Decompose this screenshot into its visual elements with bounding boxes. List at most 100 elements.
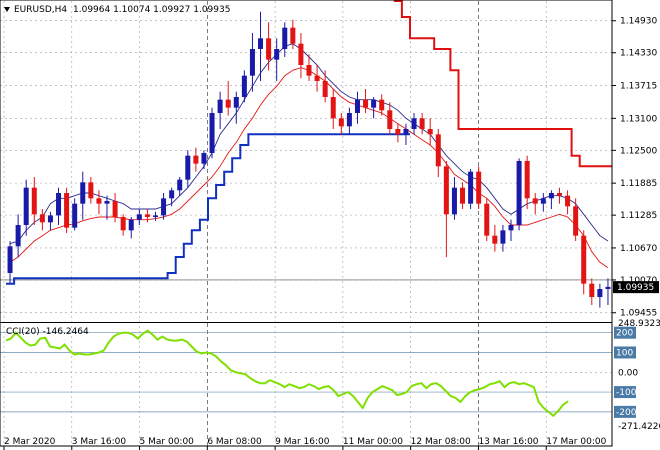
- bear-candle: [120, 217, 126, 231]
- bear-candle: [64, 193, 70, 228]
- bear-candle: [524, 161, 530, 199]
- cci-level-tag: [614, 405, 636, 418]
- bull-candle: [7, 246, 13, 273]
- bull-candle: [15, 225, 21, 247]
- bear-candle: [39, 214, 45, 223]
- bull-candle: [217, 99, 223, 113]
- lower-envelope-line: [6, 133, 410, 285]
- bear-candle: [322, 81, 328, 97]
- bear-candle: [581, 235, 587, 284]
- time-tick-label: 12 Mar 08:00: [411, 437, 471, 447]
- time-tick-label: 9 Mar 16:00: [275, 437, 330, 447]
- cci-level-tag: [614, 326, 636, 339]
- last-price-tag: [613, 281, 659, 294]
- cci-tick-label: 0.00: [618, 368, 638, 378]
- time-tick-label: 13 Mar 16:00: [478, 437, 538, 447]
- bull-candle: [258, 38, 264, 49]
- candlesticks: [7, 11, 611, 308]
- bear-candle: [314, 75, 320, 81]
- price-tick-label: 1.11285: [620, 211, 657, 221]
- cci-level-tag-label: 100: [616, 348, 633, 358]
- bear-candle: [96, 198, 102, 204]
- upper-envelope-line: [393, 0, 612, 168]
- axes: 1.14930 1.14330 1.13715 1.13100 1.12500 1.118…: [3, 17, 660, 450]
- bull-candle: [185, 155, 191, 180]
- bull-candle: [161, 198, 167, 216]
- ohlc-readout: 1.09964 1.10074 1.09927 1.09935: [73, 5, 230, 15]
- bear-candle: [330, 97, 336, 119]
- bear-candle: [589, 283, 595, 297]
- bull-candle: [169, 190, 175, 199]
- bear-candle: [306, 65, 312, 76]
- bear-candle: [565, 195, 571, 207]
- bull-candle: [371, 99, 377, 108]
- bull-candle: [104, 201, 110, 204]
- bear-candle: [225, 99, 231, 108]
- price-tick-label: 1.10070: [620, 276, 657, 286]
- bear-candle: [144, 214, 150, 217]
- bull-candle: [540, 198, 546, 204]
- time-tick-label: 3 Mar 16:00: [72, 437, 127, 447]
- bear-candle: [88, 182, 94, 199]
- bull-candle: [548, 193, 554, 199]
- bear-candle: [443, 166, 449, 215]
- time-tick-label: 5 Mar 00:00: [140, 437, 195, 447]
- bull-candle: [282, 27, 288, 49]
- bull-candle: [451, 187, 457, 215]
- bull-candle: [152, 215, 158, 217]
- bull-candle: [516, 161, 522, 225]
- bull-candle: [136, 214, 142, 220]
- price-tick-label: 1.11885: [620, 179, 657, 189]
- bear-candle: [338, 118, 344, 127]
- bear-candle: [395, 129, 401, 135]
- bull-candle: [346, 113, 352, 127]
- bear-candle: [387, 110, 393, 129]
- cci-line: [5, 329, 569, 418]
- bull-candle: [233, 97, 239, 108]
- price-tick-label: 1.13100: [620, 114, 657, 124]
- bear-candle: [193, 155, 199, 164]
- bear-candle: [435, 134, 441, 167]
- cci-indicator: [0, 329, 612, 418]
- bear-candle: [363, 99, 369, 108]
- bull-candle: [209, 113, 215, 153]
- envelope-lines: [6, 0, 612, 285]
- bear-candle: [112, 201, 118, 217]
- bull-candle: [403, 129, 409, 135]
- grid: [0, 1, 612, 446]
- time-tick-label: 2 Mar 2020: [4, 437, 56, 447]
- bull-candle: [128, 219, 134, 231]
- bear-candle: [419, 118, 425, 129]
- price-tick-label: 1.09455: [620, 309, 657, 319]
- price-tick-label: 1.12500: [620, 146, 657, 156]
- cci-level-tag-label: -200: [616, 408, 637, 418]
- bull-candle: [274, 49, 280, 60]
- bull-candle: [605, 286, 611, 289]
- bull-candle: [23, 187, 29, 225]
- bull-candle: [508, 225, 514, 231]
- cci-tick-label: 248.9323: [618, 319, 660, 329]
- bull-candle: [249, 49, 255, 76]
- time-tick-label: 11 Mar 00:00: [343, 437, 403, 447]
- symbol-dropdown-icon[interactable]: [4, 7, 10, 12]
- bull-candle: [468, 171, 474, 204]
- bear-candle: [460, 187, 466, 204]
- cci-tick-label: -271.4226: [618, 422, 660, 432]
- bear-candle: [379, 99, 385, 111]
- bear-candle: [573, 206, 579, 236]
- bull-candle: [411, 118, 417, 129]
- cci-level-tag-label: -100: [616, 388, 637, 398]
- bull-candle: [47, 215, 53, 223]
- bull-candle: [56, 193, 62, 216]
- price-tick-label: 1.14930: [620, 17, 657, 27]
- bull-candle: [80, 182, 86, 204]
- bear-candle: [556, 193, 562, 196]
- bear-candle: [484, 203, 490, 236]
- cci-level-tag: [614, 386, 636, 399]
- bear-candle: [266, 38, 272, 60]
- bull-candle: [72, 203, 78, 228]
- bear-candle: [532, 198, 538, 204]
- bear-candle: [492, 235, 498, 244]
